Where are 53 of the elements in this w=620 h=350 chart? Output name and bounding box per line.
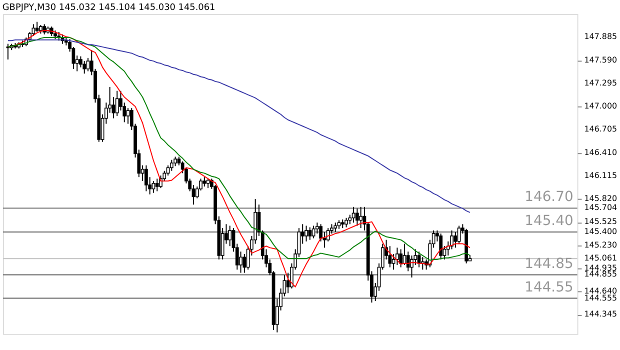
y-tick-label: 146.115 — [584, 170, 618, 180]
candlestick — [457, 225, 461, 244]
candlestick — [82, 60, 86, 74]
y-tick-label: 144.640 — [584, 286, 618, 296]
candlestick — [359, 206, 363, 229]
candlestick — [174, 156, 177, 167]
candlestick — [155, 178, 159, 192]
line-series — [7, 39, 470, 213]
y-tick-label: 144.345 — [584, 310, 618, 319]
chart-title: GBPJPY,M30 145.032 145.104 145.030 145.061 — [2, 3, 216, 14]
text: 146.70 — [524, 189, 574, 206]
candlestick — [206, 178, 210, 189]
candlestick — [126, 108, 130, 124]
y-tick-label: 144.555 — [584, 293, 618, 302]
y-tick-label: 145.820 — [584, 194, 618, 204]
candlestick — [308, 226, 312, 240]
candlestick — [202, 176, 206, 188]
candlestick — [32, 24, 36, 36]
candlestick — [304, 225, 308, 242]
candlestick — [439, 233, 443, 260]
y-tick-label: 144.935 — [584, 263, 618, 272]
candlestick — [396, 247, 399, 266]
y-tick-label: 145.061 — [584, 254, 618, 263]
candlestick — [312, 225, 316, 239]
y-tick-label: 147.295 — [584, 78, 618, 88]
candlestick — [344, 217, 348, 228]
y-tick-label: 145.400 — [584, 226, 618, 236]
y-tick-label: 144.855 — [584, 270, 618, 279]
candlestick — [144, 164, 148, 192]
y-tick-label: 145.525 — [584, 217, 618, 226]
candlestick — [454, 232, 458, 248]
candlestick — [115, 90, 119, 116]
y-tick-label: 147.000 — [584, 102, 618, 111]
y-tick-label: 145.704 — [584, 203, 618, 212]
candlestick — [86, 57, 90, 72]
candlestick — [334, 222, 338, 232]
candlestick — [228, 225, 232, 247]
candlestick — [352, 206, 356, 224]
y-tick-label: 145.230 — [584, 240, 618, 250]
candlestick — [239, 251, 242, 274]
y-tick-label: 146.705 — [584, 124, 618, 134]
candlestick — [242, 253, 246, 274]
y-tick-label: 146.410 — [584, 148, 618, 157]
candlestick — [315, 222, 319, 234]
candlestick — [355, 208, 359, 226]
ref-line-label: 144.85 — [524, 256, 574, 272]
ref-line-label: 144.55 — [524, 279, 574, 296]
candlestick — [170, 159, 174, 172]
candlestick — [152, 180, 156, 194]
ref-line-label: 145.40 — [524, 213, 574, 230]
y-tick-label: 147.590 — [584, 55, 618, 64]
candlestick — [35, 21, 39, 33]
y-tick-label: 147.885 — [584, 32, 618, 42]
